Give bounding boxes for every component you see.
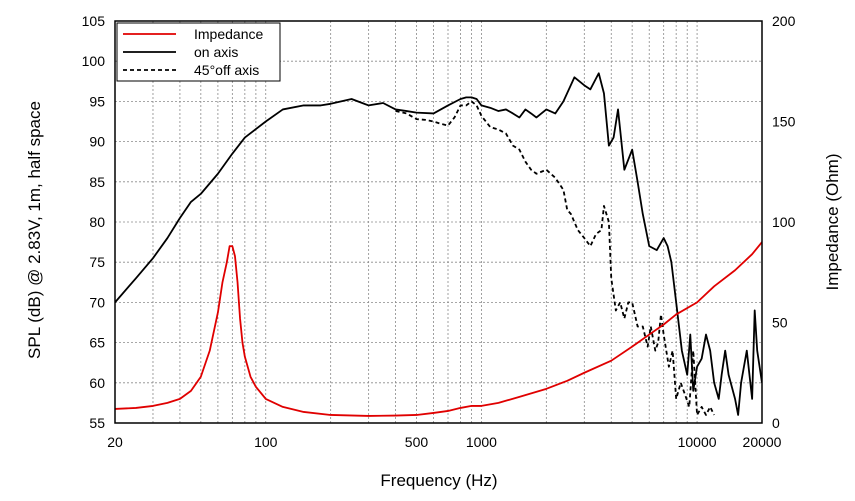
x-tick-label: 10000 [678, 434, 717, 450]
x-tick-label: 20000 [743, 434, 782, 450]
series-line-impedance [115, 241, 762, 417]
legend-label-on-axis: on axis [194, 44, 238, 60]
y-tick-label-left: 90 [89, 134, 105, 150]
legend-label-impedance: Impedance [194, 26, 263, 42]
y-tick-label-left: 105 [82, 13, 106, 29]
x-tick-label: 100 [254, 434, 278, 450]
x-tick-label: 20 [107, 434, 123, 450]
y-tick-label-left: 75 [89, 254, 105, 270]
y-tick-label-right: 150 [772, 114, 796, 130]
series-line-on-axis [115, 72, 762, 416]
y-tick-label-left: 70 [89, 294, 105, 310]
y-axis-title-right: Impedance (Ohm) [823, 154, 842, 291]
plot-frame [114, 20, 763, 424]
legend-label-off-axis: 45°off axis [194, 62, 259, 78]
y-tick-label-left: 65 [89, 335, 105, 351]
y-tick-label-right: 100 [772, 214, 796, 230]
y-tick-label-right: 200 [772, 13, 796, 29]
y-tick-label-left: 80 [89, 214, 105, 230]
x-tick-label: 1000 [466, 434, 497, 450]
x-axis-title: Frequency (Hz) [380, 471, 497, 490]
x-tick-label: 500 [405, 434, 429, 450]
y-tick-label-left: 95 [89, 93, 105, 109]
y-axis-title-left: SPL (dB) @ 2.83V, 1m, half space [25, 101, 44, 359]
tick-labels: 20 100 500 1000 10000 20000556065707580859095… [82, 13, 796, 450]
y-tick-label-left: 55 [89, 415, 105, 431]
y-tick-label-left: 100 [82, 53, 106, 69]
y-tick-label-right: 50 [772, 315, 788, 331]
grid [115, 21, 762, 423]
series-layer [115, 72, 762, 417]
legend: Impedance on axis 45°off axis [116, 22, 281, 82]
y-tick-label-left: 85 [89, 174, 105, 190]
y-tick-label-right: 0 [772, 415, 780, 431]
y-tick-label-left: 60 [89, 375, 105, 391]
